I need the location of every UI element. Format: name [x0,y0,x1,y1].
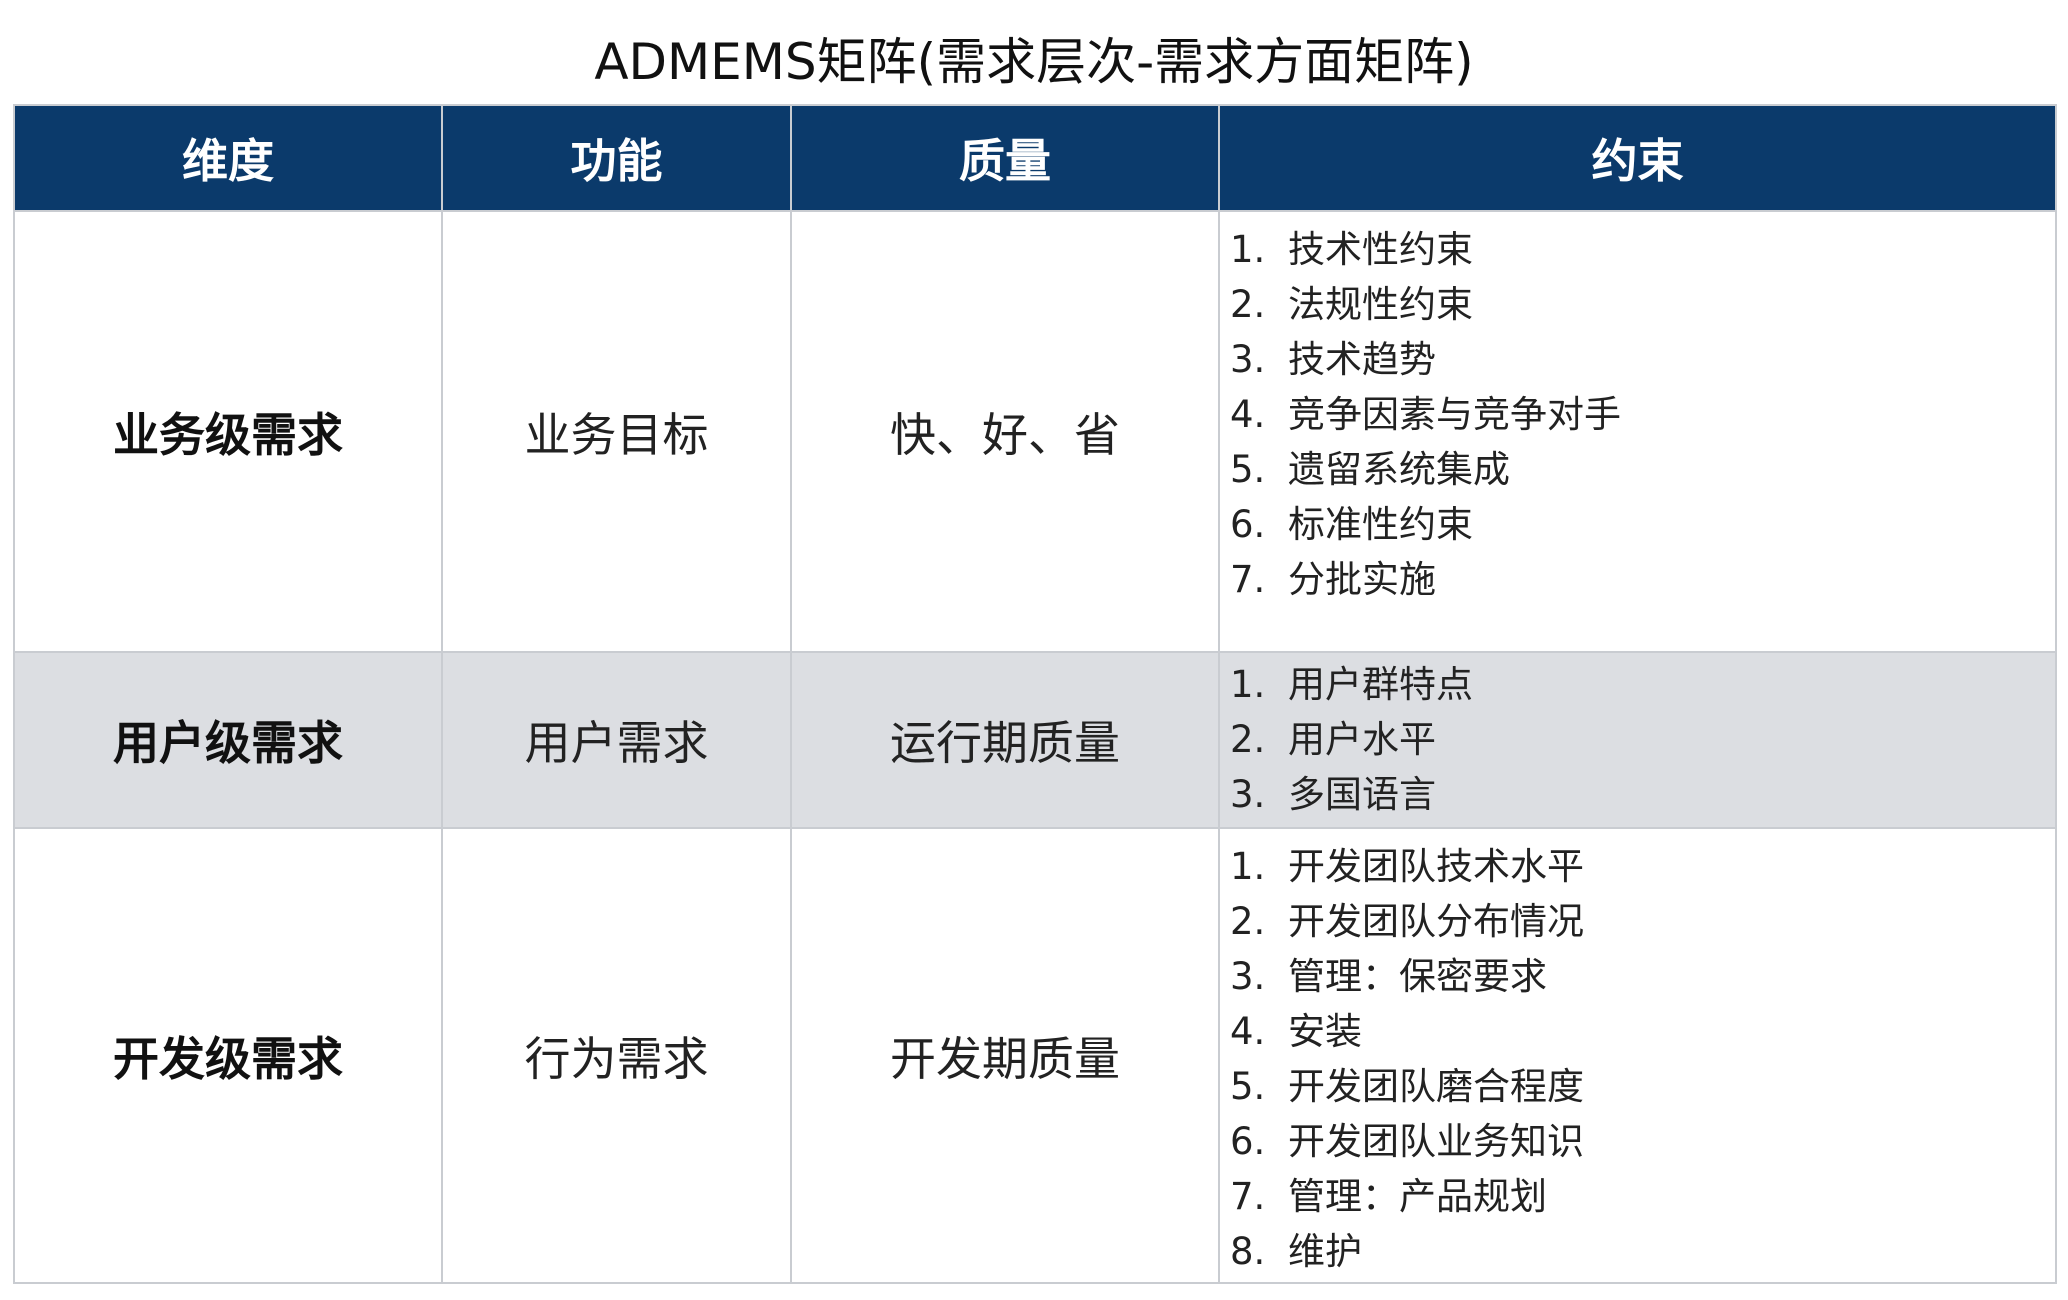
page-title: ADMEMS矩阵(需求层次-需求方面矩阵) [594,33,1474,91]
function-cell: 行为需求 [441,827,792,1284]
item-text: 法规性约束 [1288,283,1473,326]
item-number: 1. [1230,663,1266,706]
item-text: 开发团队分布情况 [1288,900,1584,943]
constraint-item: 7. 分批实施 [1230,552,2055,607]
header-dimension: 维度 [13,104,443,212]
item-number: 1. [1230,228,1266,271]
constraint-item: 1. 技术性约束 [1230,222,2055,277]
constraint-item: 7. 管理：产品规划 [1230,1169,2055,1224]
constraint-item: 3. 管理：保密要求 [1230,949,2055,1004]
constraint-item: 5. 开发团队磨合程度 [1230,1059,2055,1114]
item-number: 6. [1230,503,1266,546]
constraint-item: 1. 开发团队技术水平 [1230,839,2055,894]
item-text: 分批实施 [1288,558,1436,601]
item-text: 竞争因素与竞争对手 [1288,393,1621,436]
constraint-item: 4. 竞争因素与竞争对手 [1230,387,2055,442]
constraint-item: 6. 开发团队业务知识 [1230,1114,2055,1169]
item-text: 开发团队磨合程度 [1288,1065,1584,1108]
quality-cell: 快、好、省 [790,210,1220,653]
header-quality: 质量 [790,104,1220,212]
function-cell: 业务目标 [441,210,792,653]
constraints-cell: 1. 开发团队技术水平 2. 开发团队分布情况 3. 管理：保密要求 4. 安装 5. 开发团队磨… [1218,827,2057,1284]
dimension-cell: 用户级需求 [13,651,443,829]
dimension-cell: 开发级需求 [13,827,443,1284]
constraint-item: 3. 技术趋势 [1230,332,2055,387]
table-row: 开发级需求 行为需求 开发期质量 1. 开发团队技术水平 2. 开发团队分布情况 3. 管理：保… [13,827,2057,1284]
item-number: 1. [1230,845,1266,888]
item-text: 多国语言 [1288,773,1436,816]
admems-matrix-table: 维度 功能 质量 约束 业务级需求 业务目标 快、好、省 1. 技术性约束 2. 法规性约束… [13,104,2057,1284]
quality-cell: 运行期质量 [790,651,1220,829]
table-row: 业务级需求 业务目标 快、好、省 1. 技术性约束 2. 法规性约束 3. 技术趋势 4. 竞争因素… [13,210,2057,653]
item-number: 4. [1230,1010,1266,1053]
constraint-item: 3. 多国语言 [1230,767,2055,822]
item-number: 3. [1230,773,1266,816]
item-text: 管理：保密要求 [1288,955,1547,998]
item-text: 维护 [1288,1230,1362,1273]
constraint-item: 2. 开发团队分布情况 [1230,894,2055,949]
constraint-item: 5. 遗留系统集成 [1230,442,2055,497]
item-number: 4. [1230,393,1266,436]
function-cell: 用户需求 [441,651,792,829]
item-text: 管理：产品规划 [1288,1175,1547,1218]
constraints-cell: 1. 技术性约束 2. 法规性约束 3. 技术趋势 4. 竞争因素与竞争对手 5. 遗留系统集成 6… [1218,210,2057,653]
item-text: 开发团队技术水平 [1288,845,1584,888]
item-text: 遗留系统集成 [1288,448,1510,491]
item-text: 开发团队业务知识 [1288,1120,1584,1163]
constraints-cell: 1. 用户群特点 2. 用户水平 3. 多国语言 [1218,651,2057,829]
constraint-item: 2. 法规性约束 [1230,277,2055,332]
item-number: 3. [1230,955,1266,998]
item-number: 7. [1230,558,1266,601]
item-number: 5. [1230,1065,1266,1108]
item-number: 7. [1230,1175,1266,1218]
constraint-item: 4. 安装 [1230,1004,2055,1059]
item-number: 6. [1230,1120,1266,1163]
table-row: 用户级需求 用户需求 运行期质量 1. 用户群特点 2. 用户水平 3. 多国语言 [13,651,2057,829]
item-number: 5. [1230,448,1266,491]
item-text: 技术性约束 [1288,228,1473,271]
constraint-item: 1. 用户群特点 [1230,657,2055,712]
item-number: 2. [1230,283,1266,326]
item-text: 技术趋势 [1288,338,1436,381]
item-number: 2. [1230,718,1266,761]
item-number: 8. [1230,1230,1266,1273]
item-number: 3. [1230,338,1266,381]
item-text: 用户水平 [1288,718,1436,761]
constraint-item: 2. 用户水平 [1230,712,2055,767]
constraint-item: 6. 标准性约束 [1230,497,2055,552]
dimension-cell: 业务级需求 [13,210,443,653]
quality-cell: 开发期质量 [790,827,1220,1284]
item-text: 标准性约束 [1288,503,1473,546]
header-constraint: 约束 [1218,104,2057,212]
item-text: 安装 [1288,1010,1362,1053]
header-row: 维度 功能 质量 约束 [13,104,2057,212]
item-text: 用户群特点 [1288,663,1473,706]
header-function: 功能 [441,104,792,212]
item-number: 2. [1230,900,1266,943]
constraint-item: 8. 维护 [1230,1224,2055,1279]
